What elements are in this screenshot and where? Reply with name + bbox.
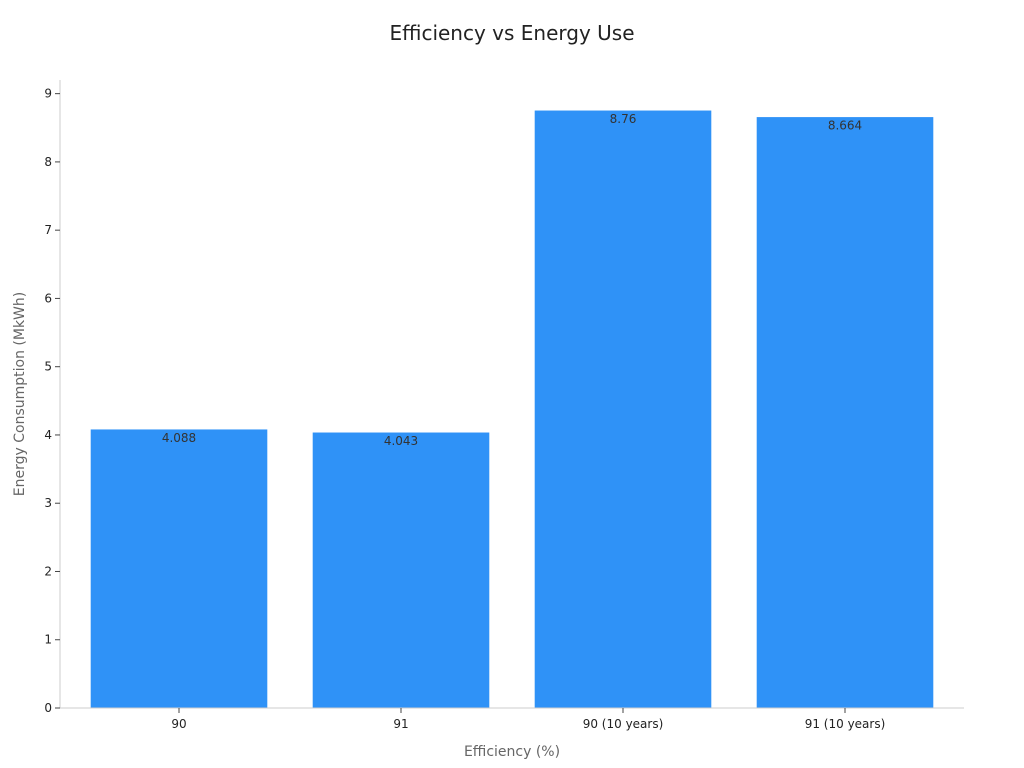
y-tick-label-0: 0 (44, 701, 52, 715)
x-tick-label-1: 91 (393, 717, 408, 731)
y-tick-label-4: 4 (44, 428, 52, 442)
data-labels-layer: 4.088 4.043 8.76 8.664 (162, 112, 862, 448)
bar-3 (755, 116, 935, 709)
y-tick-label-7: 7 (44, 223, 52, 237)
y-tick-label-5: 5 (44, 360, 52, 374)
x-tick-label-0: 90 (171, 717, 186, 731)
y-axis-label: Energy Consumption (MkWh) (12, 292, 28, 496)
y-tick-label-8: 8 (44, 155, 52, 169)
x-tick-label-3: 91 (10 years) (805, 717, 886, 731)
bar-1 (311, 431, 491, 709)
y-tick-label-6: 6 (44, 291, 52, 305)
y-axis-ticks: 0 1 2 3 4 5 6 7 8 9 (44, 87, 60, 715)
data-label-1: 4.043 (384, 434, 418, 448)
bar-2 (533, 109, 713, 709)
y-tick-label-3: 3 (44, 496, 52, 510)
y-tick-label-9: 9 (44, 87, 52, 101)
data-label-2: 8.76 (610, 112, 637, 126)
bars-layer (89, 109, 935, 709)
bar-0 (89, 428, 269, 709)
data-label-3: 8.664 (828, 119, 862, 133)
y-tick-label-2: 2 (44, 564, 52, 578)
data-label-0: 4.088 (162, 431, 196, 445)
y-tick-label-1: 1 (44, 633, 52, 647)
x-axis-label: Efficiency (%) (464, 744, 560, 760)
chart-title: Efficiency vs Energy Use (389, 21, 634, 45)
x-axis-ticks: 90 91 90 (10 years) 91 (10 years) (171, 708, 885, 731)
x-tick-label-2: 90 (10 years) (583, 717, 664, 731)
